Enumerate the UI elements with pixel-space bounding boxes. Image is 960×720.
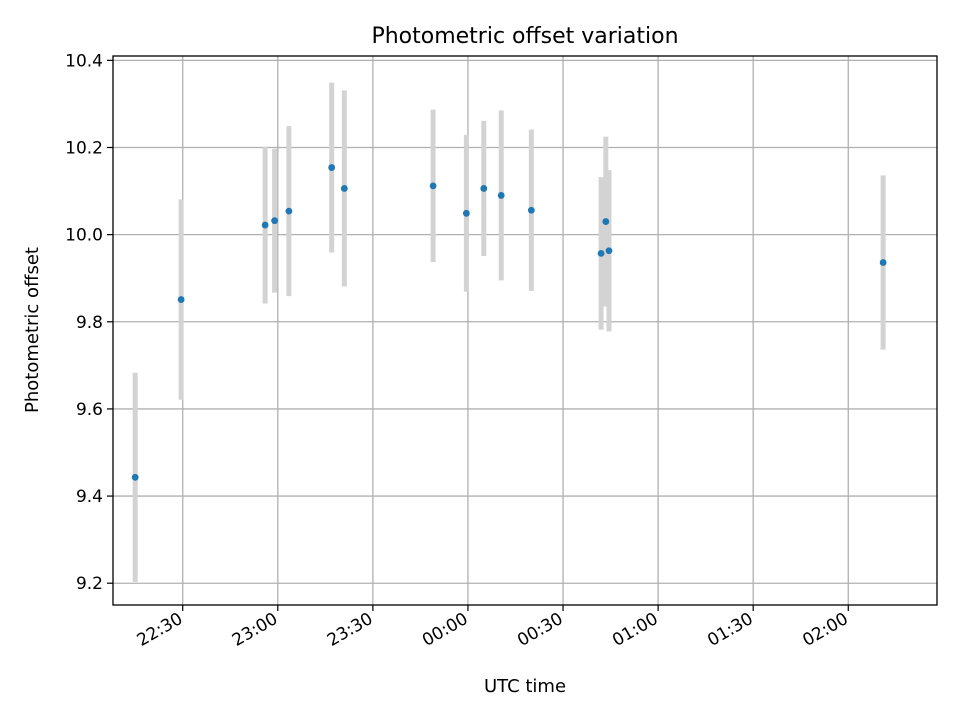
data-point — [271, 217, 279, 225]
data-point — [480, 185, 488, 192]
chart-title: Photometric offset variation — [371, 24, 678, 49]
data-point — [261, 221, 269, 229]
x-tick-label: 00:30 — [514, 609, 566, 651]
data-point — [497, 192, 505, 199]
data-point — [328, 164, 336, 171]
data-point — [462, 209, 470, 217]
error-bars — [132, 82, 886, 582]
x-axis-label: UTC time — [484, 676, 566, 697]
x-tick-label: 02:00 — [799, 609, 851, 651]
y-tick-label: 10.2 — [65, 139, 103, 159]
x-tick-label: 01:30 — [704, 609, 756, 651]
data-point — [602, 218, 610, 225]
data-point — [597, 249, 605, 257]
data-point — [527, 206, 535, 214]
data-point — [177, 296, 185, 303]
data-points — [131, 164, 887, 481]
data-point — [340, 185, 348, 192]
x-tick-label: 01:00 — [609, 609, 661, 651]
data-point — [879, 259, 887, 266]
y-tick-label: 9.4 — [76, 487, 103, 507]
plot-frame — [112, 55, 938, 606]
x-tick-label: 23:00 — [229, 609, 281, 651]
y-axis-label: Photometric offset — [22, 247, 43, 413]
y-tick-label: 9.8 — [76, 313, 103, 333]
y-tick-label: 9.6 — [76, 400, 103, 420]
grid-lines — [113, 56, 937, 605]
x-axis-ticks: 22:30 23:00 23:30 00:00 00:30 01:00 01:30 02:00 — [134, 605, 852, 651]
data-point — [429, 182, 437, 190]
x-tick-label: 22:30 — [134, 609, 186, 651]
y-tick-label: 10.4 — [65, 51, 103, 71]
data-point — [285, 207, 293, 215]
x-tick-label: 23:30 — [324, 609, 376, 651]
y-axis-ticks: 9.2 9.4 9.6 9.8 10.0 10.2 10.4 — [65, 51, 113, 594]
y-tick-label: 10.0 — [65, 226, 103, 246]
x-tick-label: 00:00 — [419, 609, 471, 651]
y-tick-label: 9.2 — [76, 574, 103, 594]
data-point — [131, 473, 139, 481]
data-point — [605, 247, 613, 255]
